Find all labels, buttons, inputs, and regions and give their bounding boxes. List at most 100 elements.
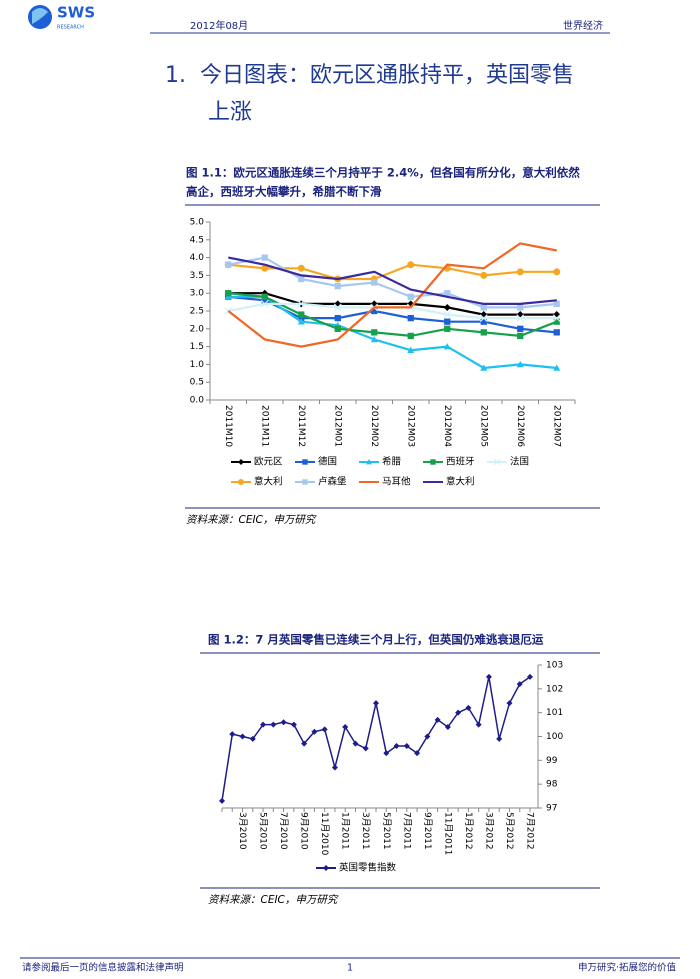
marker <box>553 318 560 325</box>
marker <box>496 735 503 742</box>
legend-label: 意大利 <box>254 476 283 488</box>
marker <box>298 311 305 318</box>
y-tick-label: 3.0 <box>190 289 205 299</box>
y-tick-label: 97 <box>546 804 557 814</box>
marker <box>444 325 451 332</box>
logo-sub: RESEARCH <box>57 25 84 31</box>
marker <box>480 318 487 325</box>
marker <box>260 721 267 728</box>
figure-source: 资料来源：CEIC，申万研究 <box>208 894 339 906</box>
marker <box>430 459 436 465</box>
marker <box>249 735 256 742</box>
marker <box>311 728 318 735</box>
marker <box>238 459 244 465</box>
series-line <box>227 242 558 348</box>
title-number: 1. <box>165 63 186 88</box>
marker <box>455 709 462 716</box>
marker <box>407 314 414 322</box>
marker <box>323 865 329 871</box>
series-line <box>221 676 531 802</box>
x-tick-label: 2012M03 <box>405 405 415 447</box>
logo: SWS RESEARCH <box>28 4 95 31</box>
marker <box>370 335 378 343</box>
footer-left: 请参阅最后一页的信息披露和法律声明 <box>22 962 184 974</box>
legend-label: 英国零售指数 <box>339 862 397 874</box>
marker <box>414 750 421 757</box>
x-tick-label: 3月2012 <box>483 812 494 850</box>
y-tick-label: 5.0 <box>190 218 205 228</box>
x-tick-label: 2012M02 <box>369 405 379 447</box>
marker <box>465 704 472 711</box>
marker <box>297 299 306 308</box>
marker <box>475 721 482 728</box>
marker <box>239 733 246 740</box>
marker <box>371 329 378 336</box>
marker <box>517 325 524 332</box>
marker <box>444 290 451 297</box>
marker <box>270 721 277 728</box>
marker <box>371 307 378 315</box>
x-tick-label: 7月2011 <box>401 812 412 850</box>
x-tick-label: 2012M07 <box>551 405 561 447</box>
marker <box>219 797 225 804</box>
marker <box>553 300 560 308</box>
marker <box>261 297 268 304</box>
marker <box>424 733 431 740</box>
series-line <box>228 292 558 338</box>
y-tick-label: 3.5 <box>190 271 204 281</box>
x-tick-label: 3月2010 <box>237 812 248 850</box>
title-line1: 今日图表：欧元区通胀持平，英国零售 <box>200 63 574 88</box>
x-tick-label: 7月2012 <box>525 812 536 850</box>
y-tick-label: 1.0 <box>190 360 205 370</box>
x-tick-label: 11月2011 <box>442 812 453 855</box>
x-tick-label: 2011M12 <box>296 405 306 447</box>
marker <box>407 261 415 269</box>
x-tick-label: 3月2011 <box>360 812 371 850</box>
y-tick-label: 99 <box>546 756 558 766</box>
marker <box>229 731 236 738</box>
marker <box>527 673 533 680</box>
footer-right: 申万研究·拓展您的价值 <box>578 962 677 974</box>
marker <box>334 325 341 332</box>
x-tick-label: 5月2011 <box>381 812 392 850</box>
x-tick-label: 1月2011 <box>340 812 351 850</box>
legend-label: 德国 <box>318 456 337 468</box>
marker <box>224 293 232 300</box>
series-line <box>228 263 557 281</box>
x-tick-label: 9月2010 <box>299 812 310 850</box>
marker <box>290 721 297 728</box>
marker <box>321 726 328 733</box>
marker <box>403 743 410 750</box>
marker <box>443 343 451 350</box>
marker <box>302 479 308 485</box>
marker <box>298 275 305 283</box>
x-tick-label: 2012M06 <box>515 405 525 447</box>
x-tick-label: 2011M11 <box>259 405 269 447</box>
marker <box>407 293 414 300</box>
marker <box>517 304 524 311</box>
series-line <box>228 256 557 309</box>
marker <box>485 673 492 680</box>
marker <box>331 764 338 771</box>
y-tick-label: 102 <box>546 684 563 694</box>
header-section: 世界经济 <box>563 19 603 32</box>
marker <box>553 268 561 276</box>
marker <box>352 740 359 747</box>
x-tick-label: 11月2010 <box>319 812 330 856</box>
x-tick-label: 2012M04 <box>442 405 452 447</box>
marker <box>301 740 308 747</box>
marker <box>383 750 390 757</box>
marker <box>480 364 488 371</box>
marker <box>260 299 269 308</box>
series-line <box>228 256 557 305</box>
marker <box>516 681 523 688</box>
figure-caption: 高企，西班牙大幅攀升，希腊不断下滑 <box>186 185 382 199</box>
x-tick-label: 2012M01 <box>332 405 342 447</box>
x-tick-label: 5月2010 <box>258 812 269 850</box>
figure-caption: 图 1.2：7 月英国零售已连续三个月上行，但英国仍难逃衰退厄运 <box>208 633 544 647</box>
marker <box>516 360 524 368</box>
marker <box>516 314 525 323</box>
marker <box>297 318 305 325</box>
marker <box>516 268 524 276</box>
